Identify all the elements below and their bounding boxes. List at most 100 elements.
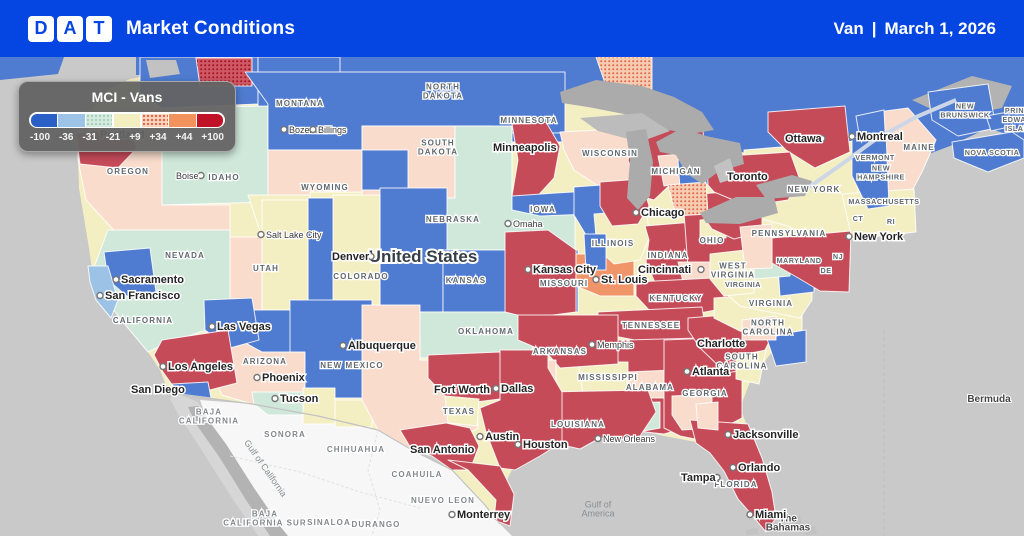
city-label: San Diego: [131, 384, 185, 396]
city-label: Denver: [332, 251, 370, 263]
market-region[interactable]: [927, 83, 997, 137]
state-label: TENNESSEE: [622, 321, 680, 330]
state-label: MICHIGAN: [651, 167, 700, 176]
state-label: DURANGO: [351, 520, 400, 529]
market-region[interactable]: [739, 223, 773, 270]
city-label: Kansas City: [533, 264, 597, 276]
state-label: OHIO: [700, 236, 725, 245]
city-label: Memphis: [597, 340, 634, 350]
basemap-shape: [188, 406, 288, 536]
market-region[interactable]: [444, 395, 480, 427]
market-region[interactable]: [695, 401, 719, 431]
city-marker: [253, 373, 261, 382]
basemap-shape: [788, 516, 802, 527]
state-label: VIRGINIA: [749, 299, 793, 308]
place-label: Bermuda: [967, 394, 1011, 405]
city-marker: [739, 339, 747, 348]
city-label: Chicago: [641, 207, 685, 219]
map-canvas[interactable]: MONTANA NORTH DAKOTA SOUTH DAKOTA MINNESOTA WI…: [0, 57, 1024, 536]
market-region[interactable]: [841, 188, 917, 240]
market-region[interactable]: [689, 419, 777, 533]
basemap-shape: [580, 113, 670, 142]
state-label: NOVA SCOTIA: [965, 148, 1020, 157]
city-label: Las Vegas: [217, 321, 271, 333]
city-marker: [309, 125, 317, 134]
state-label: BAJA CALIFORNIA: [179, 408, 239, 426]
state-label: NUEVO LEON: [411, 496, 475, 505]
city-label: Toronto: [727, 171, 768, 183]
place-label: The Bahamas: [766, 514, 811, 534]
city-label: Albuquerque: [348, 340, 416, 352]
market-region[interactable]: [517, 314, 619, 369]
state-label: NEW HAMPSHIRE: [857, 164, 905, 182]
market-region[interactable]: [447, 459, 515, 527]
state-label: MARYLAND: [777, 256, 822, 265]
app-header: D A T Market Conditions Van | March 1, 2…: [0, 0, 1024, 57]
city-marker: [492, 384, 500, 393]
market-region[interactable]: [87, 265, 119, 319]
state-label: NEW YORK: [788, 185, 841, 194]
state-label: CALIFORNIA: [113, 316, 173, 325]
basemap-shape: [626, 129, 653, 210]
city-marker: [683, 367, 691, 376]
market-region[interactable]: [334, 399, 373, 428]
state-label: VERMONT: [855, 153, 895, 162]
state-label: SONORA: [264, 430, 306, 439]
market-region[interactable]: [985, 111, 1014, 132]
legend-tick: +9: [129, 132, 141, 143]
state-label: ARKANSAS: [533, 347, 587, 356]
city-label: St. Louis: [601, 274, 647, 286]
brand-area: D A T Market Conditions: [28, 15, 295, 42]
market-region[interactable]: [307, 197, 334, 313]
market-region[interactable]: [767, 105, 851, 169]
map-line: [803, 98, 957, 192]
city-marker: [484, 385, 492, 394]
city-label: Miami: [755, 509, 786, 521]
city-marker: [257, 230, 265, 239]
market-region[interactable]: [479, 349, 563, 471]
market-region[interactable]: [951, 131, 1024, 173]
basemap-shape: [146, 60, 180, 78]
city-label: Tucson: [280, 393, 319, 405]
city-label: Fort Worth: [434, 384, 490, 396]
state-label: PENNSYLVANIA: [752, 229, 827, 238]
state-label: MASSACHUSETTS: [848, 197, 919, 206]
city-marker: [367, 252, 375, 261]
mode-label: Van: [833, 18, 864, 38]
state-label: IOWA: [530, 205, 556, 214]
city-marker: [271, 394, 279, 403]
state-label: MONTANA: [276, 99, 324, 108]
city-marker: [514, 440, 522, 449]
legend-title: MCI - Vans: [91, 89, 163, 105]
market-region[interactable]: [583, 233, 607, 271]
state-label: NEBRASKA: [426, 215, 480, 224]
state-label: OKLAHOMA: [458, 327, 514, 336]
market-region[interactable]: [261, 199, 309, 313]
logo-letter-a: A: [57, 15, 83, 42]
market-region[interactable]: [195, 57, 253, 87]
city-label: Dallas: [501, 383, 533, 395]
city-marker: [112, 275, 120, 284]
market-region[interactable]: [511, 121, 561, 201]
logo-letter-d: D: [28, 15, 54, 42]
city-label: Billings: [318, 125, 347, 135]
legend-tick: +100: [201, 132, 224, 143]
state-label: SOUTH CAROLINA: [716, 353, 767, 371]
city-label: New York: [854, 231, 904, 243]
state-label: INDIANA: [647, 251, 688, 260]
city-label: Austin: [485, 431, 520, 443]
market-region[interactable]: [361, 149, 409, 191]
legend-color-scale: [29, 112, 225, 128]
state-label: MISSOURI: [540, 279, 588, 288]
state-label: UTAH: [253, 264, 279, 273]
state-label: WYOMING: [301, 183, 349, 192]
city-label: Salt Lake City: [266, 230, 322, 240]
market-region[interactable]: [735, 349, 767, 385]
market-region[interactable]: [251, 391, 313, 416]
market-region[interactable]: [741, 315, 777, 341]
city-label: New Orleans: [603, 434, 656, 444]
legend-segment-0: [30, 113, 57, 127]
state-label: MAINE: [903, 143, 934, 152]
state-label: SOUTH DAKOTA: [418, 139, 458, 157]
market-region[interactable]: [504, 229, 577, 319]
